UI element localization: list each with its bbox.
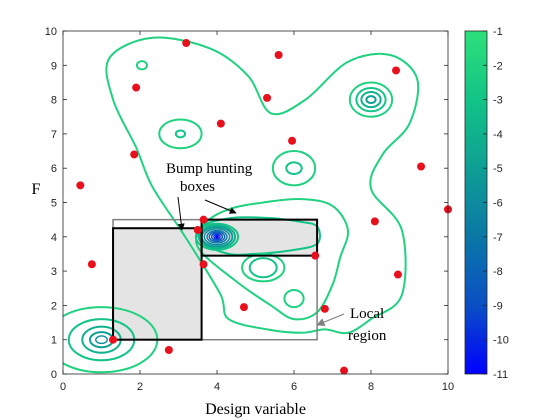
data-point-12 <box>263 93 272 102</box>
bump-hunting-label: Bump hunting boxes <box>166 161 253 195</box>
data-point-13 <box>274 51 283 60</box>
annotations-layer: Bump hunting boxes Local region <box>166 161 387 344</box>
contour-2-2 <box>360 91 382 109</box>
colorbar-tick-label-8: -9 <box>493 300 503 312</box>
contour-1-5 <box>208 231 226 243</box>
colorbar-tick-label-9: -10 <box>493 335 509 347</box>
local-region-label: Local region <box>348 306 387 344</box>
y-tick-label-0: 0 <box>51 369 57 381</box>
y-axis-label: F <box>32 181 41 198</box>
data-point-20 <box>392 66 401 75</box>
axes-layer: 0 2 4 6 8 10 0 1 2 3 4 5 6 7 8 9 10 Design variable F <box>32 26 455 418</box>
bump-arrow-right <box>204 199 237 214</box>
data-point-5 <box>182 39 191 48</box>
contour-6-1 <box>248 257 278 279</box>
y-tick-label-6: 6 <box>51 163 57 175</box>
y-tick-label-9: 9 <box>51 60 57 72</box>
contour-2-1 <box>355 86 387 113</box>
contour-4-0 <box>158 118 203 150</box>
contour-1-7 <box>213 234 221 240</box>
contour-3-1 <box>285 161 303 176</box>
colorbar-tick-label-10: -11 <box>493 369 508 381</box>
colorbar: -1 -2 -3 -4 -5 -6 -7 -8 -9 -10 -11 <box>464 26 509 381</box>
data-point-8 <box>199 215 208 224</box>
contour-7-0 <box>283 288 305 309</box>
x-tick-label-3: 6 <box>291 381 297 393</box>
data-point-1 <box>87 260 96 269</box>
local-region-label-line-0: Local <box>350 306 384 322</box>
points-layer <box>76 39 452 375</box>
data-point-0 <box>76 181 85 190</box>
bump-box-2 <box>200 218 319 257</box>
contour-1-3 <box>203 228 231 246</box>
data-point-15 <box>311 251 320 260</box>
boxes-layer <box>113 219 318 340</box>
contour-6-0 <box>241 252 286 283</box>
contour-1-8 <box>215 235 219 239</box>
bump-box-1-fill <box>113 228 202 340</box>
data-point-14 <box>288 136 297 145</box>
colorbar-tick-label-1: -2 <box>493 60 503 72</box>
x-tick-label-1: 2 <box>137 381 143 393</box>
data-point-9 <box>199 260 208 269</box>
data-point-2 <box>109 335 118 344</box>
contour-2-3 <box>365 95 377 105</box>
y-tick-label-5: 5 <box>51 198 57 210</box>
contour-4-1 <box>174 129 187 139</box>
colorbar-tick-label-4: -5 <box>493 163 503 175</box>
bump-hunting-label-line-0: Bump hunting <box>166 161 253 177</box>
x-axis-label: Design variable <box>205 401 306 418</box>
data-point-21 <box>417 162 426 171</box>
bump-arrow-left <box>177 196 185 231</box>
contour-1-4 <box>206 229 228 244</box>
contour-1-6 <box>210 232 224 241</box>
data-point-18 <box>370 217 379 226</box>
data-point-3 <box>132 83 141 92</box>
colorbar-tick-label-0: -1 <box>493 26 503 38</box>
contour-3-0 <box>271 150 317 187</box>
contours-layer <box>63 36 420 374</box>
data-point-19 <box>393 270 402 279</box>
colorbar-tick-label-6: -7 <box>493 232 503 244</box>
y-tick-label-2: 2 <box>51 300 57 312</box>
y-tick-label-7: 7 <box>51 129 57 141</box>
bump-hunting-label-line-1: boxes <box>180 179 215 195</box>
colorbar-tick-label-3: -4 <box>493 129 503 141</box>
contour-2-0 <box>348 81 394 118</box>
contour-1-1 <box>197 224 237 250</box>
x-tick-label-5: 10 <box>442 381 454 393</box>
contour-0-4 <box>95 335 108 345</box>
local-region-arrow <box>316 313 345 327</box>
local-region-label-line-1: region <box>348 328 387 344</box>
data-point-6 <box>164 345 173 354</box>
y-tick-label-4: 4 <box>51 232 57 244</box>
x-tick-label-4: 8 <box>368 381 374 393</box>
y-tick-label-8: 8 <box>51 95 57 107</box>
colorbar-tick-label-2: -3 <box>493 95 503 107</box>
y-tick-label-1: 1 <box>51 335 57 347</box>
box-outlines-layer <box>112 218 319 341</box>
data-point-10 <box>216 119 225 128</box>
data-point-11 <box>239 303 248 312</box>
bump-box-1 <box>112 227 203 341</box>
contour-1-0 <box>194 222 240 251</box>
colorbar-tick-label-5: -6 <box>493 198 503 210</box>
y-tick-label-3: 3 <box>51 266 57 278</box>
x-tick-label-0: 0 <box>60 381 66 393</box>
data-point-16 <box>320 304 329 313</box>
contour-5-0 <box>135 60 148 71</box>
contour-outer-0 <box>105 36 420 335</box>
data-point-17 <box>340 366 349 375</box>
data-point-7 <box>193 225 202 234</box>
data-point-4 <box>130 150 139 159</box>
y-tick-label-10: 10 <box>45 26 57 38</box>
colorbar-tick-label-7: -8 <box>493 266 503 278</box>
contour-outer-1 <box>195 198 350 321</box>
x-tick-label-2: 4 <box>214 381 220 393</box>
